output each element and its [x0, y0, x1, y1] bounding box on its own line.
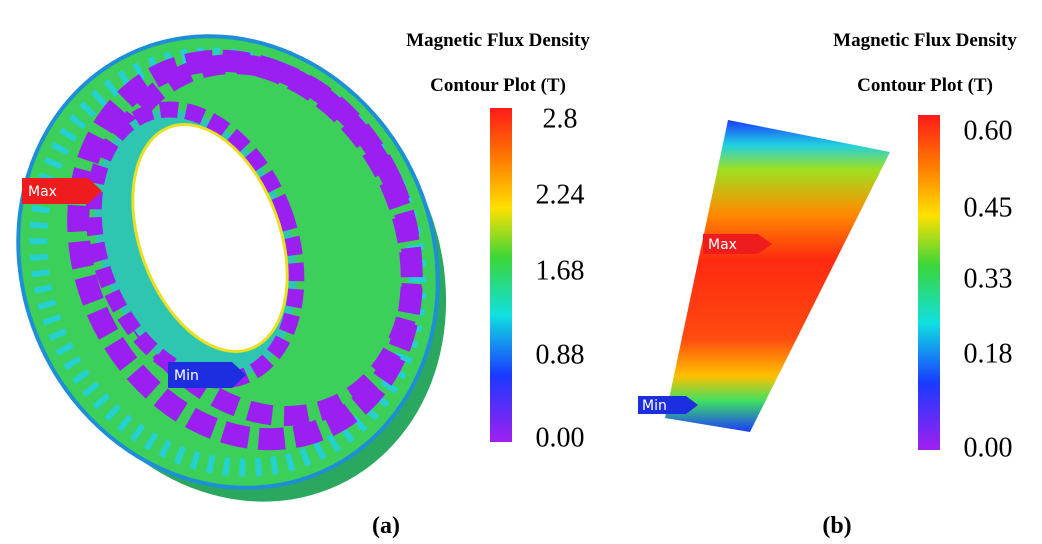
figure: Max Min Magnetic Flux Density Contour Pl… — [0, 0, 1042, 544]
caption: (b) — [822, 513, 851, 539]
max-marker: Max — [22, 178, 102, 204]
min-label: Min — [174, 368, 199, 384]
legend-title: Magnetic Flux Density — [406, 30, 590, 51]
min-marker: Min — [638, 396, 698, 414]
legend-title: Magnetic Flux Density — [833, 30, 1017, 51]
scale-label: 0.88 — [536, 339, 585, 370]
scale-label: 0.00 — [964, 432, 1013, 463]
min-marker: Min — [168, 362, 246, 388]
scale-label: 0.33 — [964, 263, 1013, 294]
colorbar — [490, 108, 512, 442]
scale-label: 0.45 — [964, 192, 1013, 223]
min-label: Min — [642, 398, 667, 414]
legend-title: Contour Plot (T) — [430, 75, 566, 96]
colorbar — [918, 115, 940, 450]
scale-label: 2.24 — [536, 179, 585, 210]
scale-label: 0.00 — [536, 422, 585, 453]
scale-label: 1.68 — [536, 255, 585, 286]
scale-label: 0.60 — [964, 115, 1013, 146]
max-marker: Max — [703, 234, 772, 254]
legend-title: Contour Plot (T) — [857, 75, 993, 96]
max-label: Max — [28, 184, 57, 200]
scale-label: 0.18 — [964, 338, 1013, 369]
caption: (a) — [372, 513, 400, 539]
slot-model — [665, 120, 890, 432]
scale-label: 2.8 — [543, 103, 578, 134]
max-label: Max — [708, 237, 737, 253]
